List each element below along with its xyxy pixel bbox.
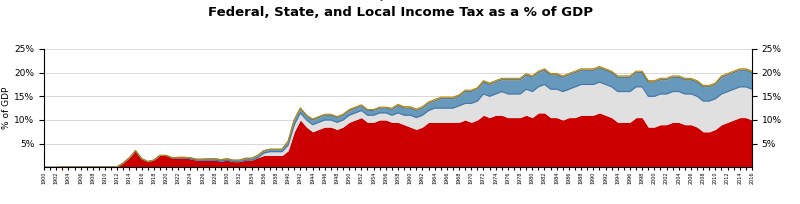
Text: Federal, State, and Local Income Tax as a % of GDP: Federal, State, and Local Income Tax as … xyxy=(207,6,593,19)
Legend: Federal Income, Federal Payroll, State Income, Local Income: Federal Income, Federal Payroll, State I… xyxy=(221,0,575,5)
Y-axis label: % of GDP: % of GDP xyxy=(2,87,11,129)
